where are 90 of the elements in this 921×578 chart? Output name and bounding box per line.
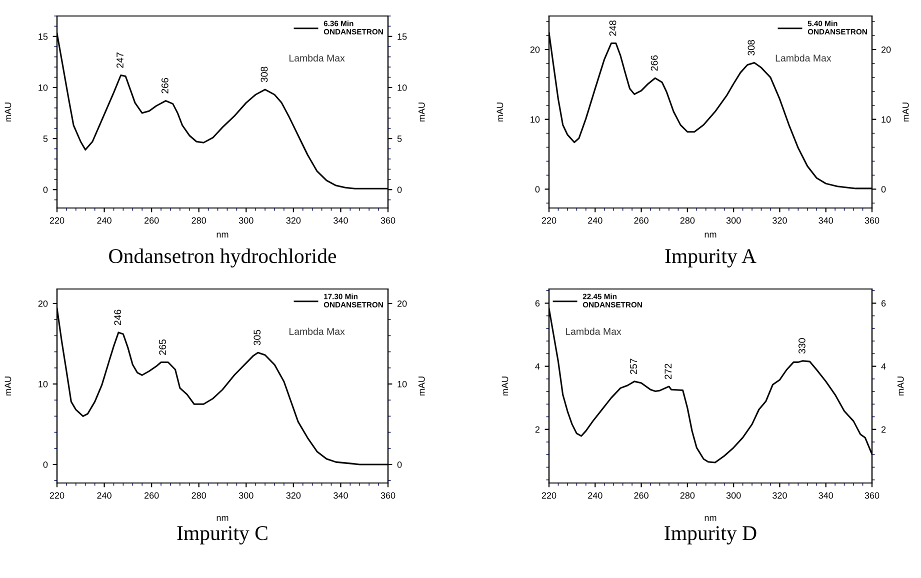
y-tick-label: 20 [530,46,540,53]
text: Impurity A [665,249,756,268]
y-axis-title: mAU [4,102,12,122]
y-tick-label: 10 [38,380,48,388]
y2-tick-label: 2 [881,426,886,433]
annotation: 248 [609,20,616,36]
annotation: 305 [254,330,261,346]
y-tick-label: 15 [38,33,48,40]
x-tick-label: 240 [97,217,112,224]
text: Impurity D [664,526,756,544]
x-tick-label: 340 [818,217,834,224]
y-tick-label: 0 [535,186,540,193]
x-tick-label: 320 [772,217,787,224]
x-tick-label: 360 [380,217,396,224]
x-tick-label: 360 [864,492,880,499]
annotation: Lambda Max [566,328,622,335]
y2-tick-label: 4 [881,363,886,370]
y2-axis-title: mAU [902,102,909,122]
annotation: 257 [630,358,637,374]
annotation: Lambda Max [776,54,832,62]
x-tick-label: 220 [542,492,556,499]
x-tick-label: 240 [588,492,602,499]
x-tick-label: 260 [144,217,159,224]
x-tick-label: 320 [286,217,301,224]
y2-tick-label: 0 [397,186,402,193]
x-tick-label: 280 [192,217,206,224]
y-axis-title: mAU [502,376,508,396]
x-tick-label: 340 [334,217,348,224]
annotation: 246 [114,310,122,326]
y2-tick-label: 5 [397,136,402,142]
x-axis-title: nm [704,516,716,521]
y2-axis-title: mAU [897,376,904,396]
x-tick-label: 320 [286,492,301,499]
y2-tick-label: 20 [397,300,407,307]
y-tick-label: 4 [535,363,540,370]
annotation: 272 [664,364,672,380]
y2-tick-label: 6 [881,300,886,307]
annotation: 266 [650,55,658,71]
x-tick-label: 280 [680,492,695,499]
x-tick-label: 260 [634,492,648,499]
y2-axis-title: mAU [418,376,425,396]
y-tick-label: 5 [43,136,48,142]
x-tick-label: 360 [864,217,880,224]
x-tick-label: 300 [726,492,741,499]
x-tick-label: 280 [192,492,206,499]
y-axis-title: mAU [496,102,504,122]
text: Ondansetron hydrochloride [109,248,336,268]
y-tick-label: 2 [535,426,540,433]
x-tick-label: 300 [238,492,254,499]
y2-tick-label: 10 [882,116,891,123]
y-tick-label: 0 [43,186,48,193]
x-tick-label: 340 [818,492,834,499]
y-axis-title: mAU [4,376,12,396]
y2-tick-label: 10 [398,84,407,91]
x-tick-label: 300 [238,217,254,224]
annotation: 247 [116,52,124,68]
y-tick-label: 10 [38,84,48,91]
y-tick-label: 10 [530,116,540,123]
y2-tick-label: 0 [397,461,402,468]
x-tick-label: 220 [542,217,556,224]
annotation: 266 [161,78,168,94]
y2-tick-label: 0 [881,186,886,193]
x-tick-label: 220 [50,217,64,224]
x-axis-title: nm [216,516,228,521]
x-axis-title: nm [216,232,228,238]
annotation: 308 [748,40,755,56]
x-tick-label: 260 [634,217,648,224]
x-tick-label: 360 [380,492,396,499]
annotation: 308 [260,66,268,82]
x-tick-label: 320 [772,492,787,499]
x-tick-label: 240 [588,217,602,224]
x-axis-title: nm [704,232,716,238]
annotation: 330 [798,338,806,354]
x-tick-label: 260 [144,492,159,499]
y2-tick-label: 20 [881,46,891,53]
y-tick-label: 20 [38,300,48,307]
y2-axis-title: mAU [418,102,425,122]
x-tick-label: 340 [334,492,348,499]
x-tick-label: 220 [50,492,64,499]
x-tick-label: 240 [97,492,112,499]
annotation: 265 [159,339,166,355]
annotation: Lambda Max [290,328,345,335]
y-tick-label: 6 [535,300,540,307]
y2-tick-label: 15 [398,33,407,40]
annotation: Lambda Max [290,54,345,62]
x-tick-label: 280 [680,217,695,224]
x-tick-label: 300 [726,217,741,224]
y2-tick-label: 10 [398,380,407,388]
y-tick-label: 0 [43,461,48,468]
text: Impurity C [177,526,268,544]
